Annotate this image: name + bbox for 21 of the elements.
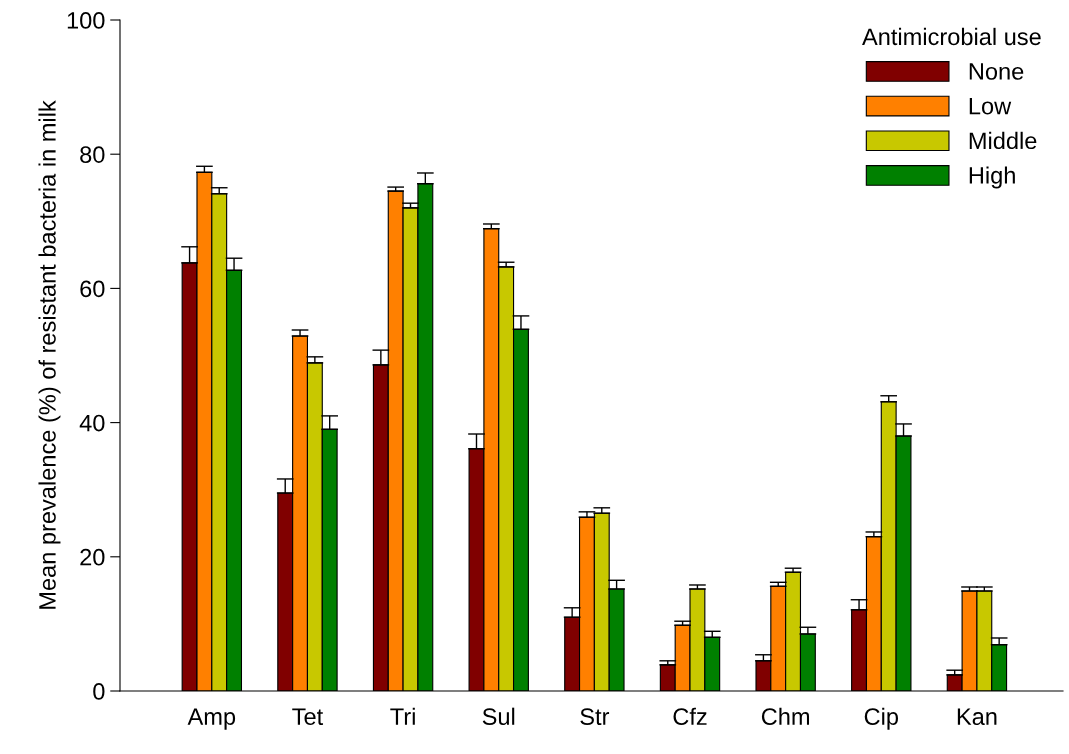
x-tick-label: Str — [580, 708, 610, 726]
x-tick-label: Chm — [761, 707, 810, 726]
y-tick-label: 0 — [93, 683, 105, 700]
x-tick-label: Tri — [390, 707, 415, 725]
y-tick-label: 60 — [80, 280, 105, 298]
x-tick-label: Cfz — [673, 707, 707, 726]
x-tick-label: Cip — [864, 707, 899, 730]
x-tick-label: Sul — [482, 707, 515, 726]
x-tick-label: Amp — [187, 708, 236, 730]
y-tick-label: 40 — [79, 414, 105, 432]
legend-label: Low — [969, 98, 1012, 115]
y-tick-label: 20 — [80, 548, 105, 566]
y-tick-label: 80 — [80, 146, 105, 163]
legend-label: Middle — [969, 131, 1037, 150]
x-tick-label: Kan — [957, 708, 997, 726]
y-axis-title: Mean prevalence (%) of resistant bacteria in milk — [38, 100, 61, 609]
legend-label: High — [969, 166, 1015, 189]
legend-title: Antimicrobial use — [862, 27, 1041, 46]
legend-label: None — [969, 63, 1024, 80]
x-tick-label: Tet — [292, 708, 324, 726]
y-tick-label: 100 — [67, 12, 105, 29]
